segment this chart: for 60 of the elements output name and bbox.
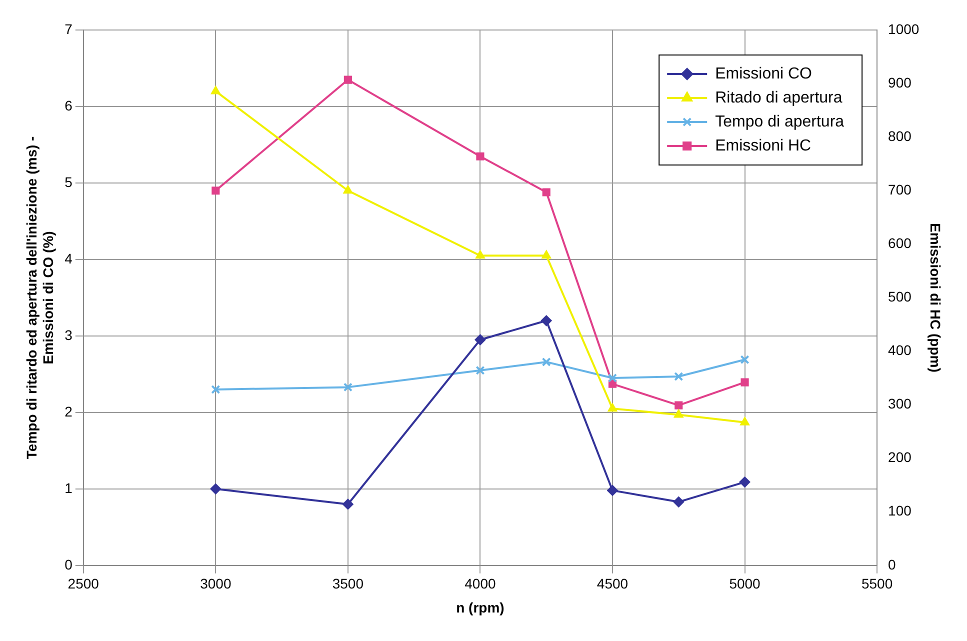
y2-tick-label: 300 bbox=[888, 396, 912, 412]
y-tick-label: 1 bbox=[64, 480, 73, 496]
legend-label: Emissioni HC bbox=[715, 137, 812, 154]
point bbox=[607, 484, 618, 496]
x-tick-label: 3500 bbox=[332, 576, 364, 592]
point bbox=[540, 315, 552, 326]
y2-axis-title: Emissioni di HC (ppm) bbox=[928, 223, 944, 372]
y2-tick-label: 1000 bbox=[888, 20, 920, 37]
point bbox=[608, 373, 618, 383]
y2-tick-label: 900 bbox=[888, 74, 912, 90]
point bbox=[740, 378, 749, 386]
legend-label: Emissioni CO bbox=[715, 65, 812, 82]
point bbox=[674, 401, 683, 410]
point bbox=[210, 86, 220, 94]
y-tick-label: 6 bbox=[64, 97, 73, 114]
x-tick-label: 4500 bbox=[596, 576, 628, 592]
x-axis-title: n (rpm) bbox=[456, 599, 504, 616]
point bbox=[343, 382, 352, 392]
point bbox=[476, 366, 485, 375]
y2-tick-label: 800 bbox=[888, 128, 912, 144]
point bbox=[673, 496, 684, 508]
x-tick-label: 5000 bbox=[729, 576, 761, 592]
legend-label: Ritado di apertura bbox=[715, 89, 842, 106]
y2-tick-label: 0 bbox=[888, 556, 896, 572]
y2-tick-label: 400 bbox=[888, 342, 912, 358]
x-tick-label: 4000 bbox=[464, 576, 496, 592]
y2-tick-label: 600 bbox=[888, 235, 912, 252]
x-tick-label: 2500 bbox=[68, 576, 100, 592]
point bbox=[210, 483, 222, 494]
point bbox=[542, 188, 550, 196]
y-tick-label: 7 bbox=[64, 20, 73, 37]
y-tick-label: 0 bbox=[64, 556, 73, 572]
y2-tick-label: 100 bbox=[888, 502, 912, 519]
y-tick-label: 3 bbox=[64, 326, 73, 343]
y-axis-title: Tempo di ritardo ed apertura dell'iniezione (ms) - Emissioni di CO (%) bbox=[23, 136, 56, 460]
point bbox=[739, 476, 750, 488]
point bbox=[542, 357, 551, 366]
y2-tick-label: 200 bbox=[888, 449, 912, 466]
point bbox=[211, 384, 220, 394]
y-tick-label: 5 bbox=[64, 174, 73, 190]
x-tick-label: 3000 bbox=[200, 576, 232, 592]
legend-label: Tempo di apertura bbox=[715, 113, 844, 130]
point bbox=[342, 498, 354, 510]
point bbox=[740, 416, 750, 426]
x-tick-label: 5500 bbox=[861, 576, 893, 592]
y2-tick-label: 500 bbox=[888, 288, 912, 305]
point bbox=[608, 403, 618, 412]
point bbox=[212, 186, 220, 195]
point bbox=[542, 250, 552, 259]
point bbox=[476, 152, 484, 160]
point bbox=[674, 409, 684, 418]
point bbox=[475, 250, 486, 259]
point bbox=[740, 355, 750, 364]
y2-tick-label: 700 bbox=[888, 181, 912, 198]
point bbox=[674, 372, 684, 382]
y-tick-label: 2 bbox=[64, 403, 73, 420]
point bbox=[344, 76, 352, 84]
y-tick-label: 4 bbox=[64, 250, 73, 266]
point bbox=[343, 185, 353, 194]
point bbox=[474, 334, 486, 346]
